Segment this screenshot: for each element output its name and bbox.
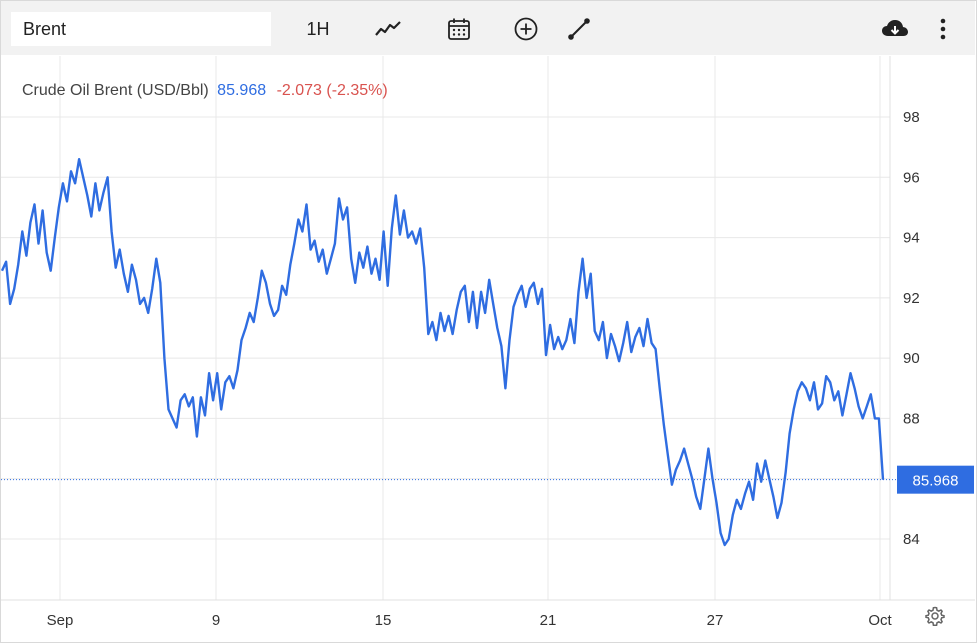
y-tick-label: 90 xyxy=(903,350,920,367)
last-price: 85.968 xyxy=(217,82,267,99)
settings-gear-icon xyxy=(925,606,945,626)
instrument-name: Crude Oil Brent (USD/Bbl) xyxy=(22,82,209,99)
x-tick-label: 15 xyxy=(375,612,392,629)
price-change: -2.073 (-2.35%) xyxy=(276,82,388,99)
price-series-line xyxy=(0,157,885,547)
interval-button[interactable]: 1H xyxy=(298,13,338,45)
y-tick-label: 98 xyxy=(903,109,920,126)
x-tick-label: 21 xyxy=(540,612,557,629)
x-tick-label: Oct xyxy=(868,612,892,629)
chart-type-button[interactable] xyxy=(368,13,408,45)
add-indicator-button[interactable] xyxy=(506,13,546,45)
last-price-tag-label: 85.968 xyxy=(913,473,959,490)
calendar-icon xyxy=(448,18,470,40)
date-range-button[interactable] xyxy=(439,13,479,45)
draw-tool-button[interactable] xyxy=(559,13,599,45)
more-menu-button[interactable] xyxy=(923,13,963,45)
x-tick-label: 9 xyxy=(212,612,220,629)
cloud-download-icon xyxy=(882,20,908,36)
y-tick-label: 92 xyxy=(903,290,920,307)
chart-legend: Crude Oil Brent (USD/Bbl) 85.968 -2.073 … xyxy=(22,82,388,100)
download-button[interactable] xyxy=(875,13,915,45)
y-tick-label: 96 xyxy=(903,169,920,186)
chart-settings-button[interactable] xyxy=(925,606,945,626)
interval-label: 1H xyxy=(306,18,330,39)
x-tick-label: Sep xyxy=(47,612,74,629)
last-price-tag xyxy=(897,465,974,494)
symbol-search-input[interactable] xyxy=(11,12,271,46)
y-tick-label: 84 xyxy=(903,531,920,548)
chart-toolbar: 1H xyxy=(1,1,975,55)
y-tick-label: 94 xyxy=(903,230,920,247)
y-tick-label: 88 xyxy=(903,410,920,427)
plus-circle-icon xyxy=(514,17,538,41)
x-tick-label: 27 xyxy=(707,612,724,629)
more-vertical-icon xyxy=(940,18,946,40)
draw-line-icon xyxy=(568,18,590,40)
line-chart-icon xyxy=(375,21,401,36)
